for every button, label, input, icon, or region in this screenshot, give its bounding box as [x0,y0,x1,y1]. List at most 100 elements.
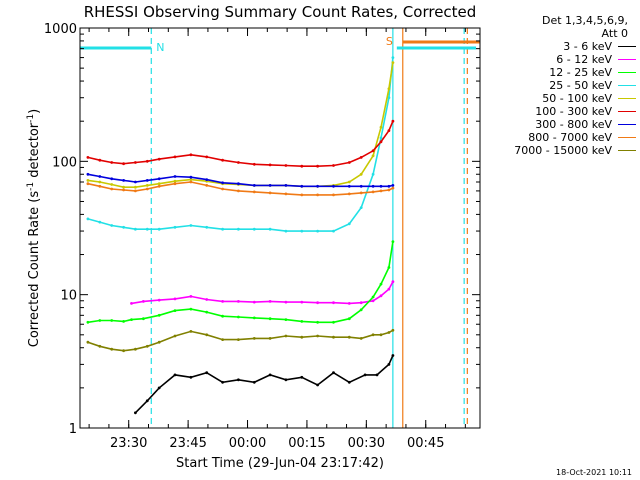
series-point-0-12 [316,383,319,387]
series-point-2-7 [173,309,177,312]
series-point-0-9 [268,373,272,377]
saa-flag-label: S [386,35,393,48]
series-point-7-15 [300,193,304,197]
series-point-3-13 [268,227,272,231]
y-axis-label-sup1: -1 [26,182,36,191]
series-point-1-4 [189,295,193,298]
series-point-7-3 [122,188,125,192]
x-tick-label-2: 00:00 [229,436,266,451]
series-point-3-15 [300,229,304,233]
series-point-7-8 [189,180,193,184]
y-tick-label-0: 1 [69,422,77,437]
series-point-8-1 [98,344,102,348]
x-tick-label-0: 23:30 [110,436,147,451]
series-point-2-13 [268,317,272,321]
series-point-3-4 [134,227,137,231]
series-point-2-14 [284,318,288,321]
series-line-4 [87,62,394,188]
series-point-3-14 [284,229,288,233]
chart-title: RHESSI Observing Summary Count Rates, Co… [84,3,477,21]
series-point-8-6 [157,340,161,344]
x-axis-label: Start Time (29-Jun-04 23:17:42) [176,456,384,471]
series-point-5-8 [189,153,193,157]
series-point-7-11 [237,189,240,193]
series-point-7-4 [134,189,137,193]
series-line-5 [87,120,394,167]
series-point-1-12 [316,301,319,305]
legend-item-5: 100 - 300 keV [482,105,636,118]
series-point-5-19 [359,156,363,159]
series-point-0-15 [363,373,367,377]
series-point-7-6 [157,184,161,188]
series-point-5-15 [300,164,304,168]
series-point-2-11 [237,315,240,319]
series-point-3-18 [347,222,351,226]
series-point-8-16 [316,334,319,338]
series-point-5-14 [284,164,288,167]
series-point-5-7 [173,155,177,159]
legend-rows: 3 - 6 keV 6 - 12 keV 12 - 25 keV 25 - 50 ke… [482,40,636,157]
series-point-5-5 [145,159,149,163]
series-point-8-23 [391,328,395,332]
series-point-7-22 [387,188,391,192]
series-line-7 [87,181,394,196]
series-point-1-3 [173,297,177,301]
series-point-2-3 [122,320,125,323]
series-point-7-12 [252,190,256,194]
series-point-3-8 [189,224,193,227]
legend-swatch-8 [618,150,636,151]
series-point-4-4 [134,185,137,189]
series-point-5-3 [122,162,125,166]
series-point-3-10 [221,227,225,231]
series-point-1-11 [300,300,304,304]
series-point-6-11 [237,182,240,186]
series-point-4-0 [86,179,90,182]
series-point-1-8 [252,300,256,304]
series-point-8-18 [347,335,351,339]
series-point-1-9 [268,300,272,303]
x-tick-label-5: 00:45 [407,436,444,451]
series-point-2-15 [300,320,304,323]
series-point-1-2 [157,298,161,302]
series-point-4-6 [157,182,161,186]
y-tick-label-3: 1000 [44,22,77,37]
series-point-8-2 [110,347,114,351]
series-point-8-9 [205,333,209,337]
series-point-5-0 [86,156,90,159]
series-point-2-10 [221,314,225,318]
series-point-4-7 [173,179,177,183]
y-axis-label-mid: detector [27,122,42,182]
series-point-0-6 [221,380,225,384]
series-point-4-22 [387,87,391,91]
series-point-8-5 [145,344,149,348]
x-tick-label-3: 00:15 [288,436,325,451]
series-point-7-17 [332,193,335,197]
series-point-5-21 [379,140,383,144]
series-point-3-11 [237,227,240,231]
series-point-4-5 [145,184,149,187]
series-point-7-13 [268,191,272,195]
series-point-3-22 [387,96,391,100]
series-point-6-19 [359,184,363,188]
series-point-8-22 [387,331,391,334]
legend-header-line2: Att 0 [601,27,628,40]
series-point-3-16 [316,229,319,233]
series-point-6-0 [86,172,90,176]
series-point-5-9 [205,155,209,159]
legend-swatch-4 [618,98,636,99]
series-point-5-12 [252,162,256,166]
series-point-2-4 [130,318,133,321]
series-line-6 [87,173,394,188]
series-point-4-2 [110,183,114,186]
series-point-2-17 [332,320,335,324]
legend-label-3: 25 - 50 keV [549,79,612,92]
series-point-0-16 [375,373,379,377]
legend-swatch-1 [618,59,636,60]
series-point-2-19 [359,308,363,312]
series-point-1-7 [237,300,240,303]
y-tick-label-2: 100 [52,155,77,170]
series-line-8 [87,329,394,352]
series-point-5-16 [316,164,319,168]
series-point-5-11 [237,161,240,164]
